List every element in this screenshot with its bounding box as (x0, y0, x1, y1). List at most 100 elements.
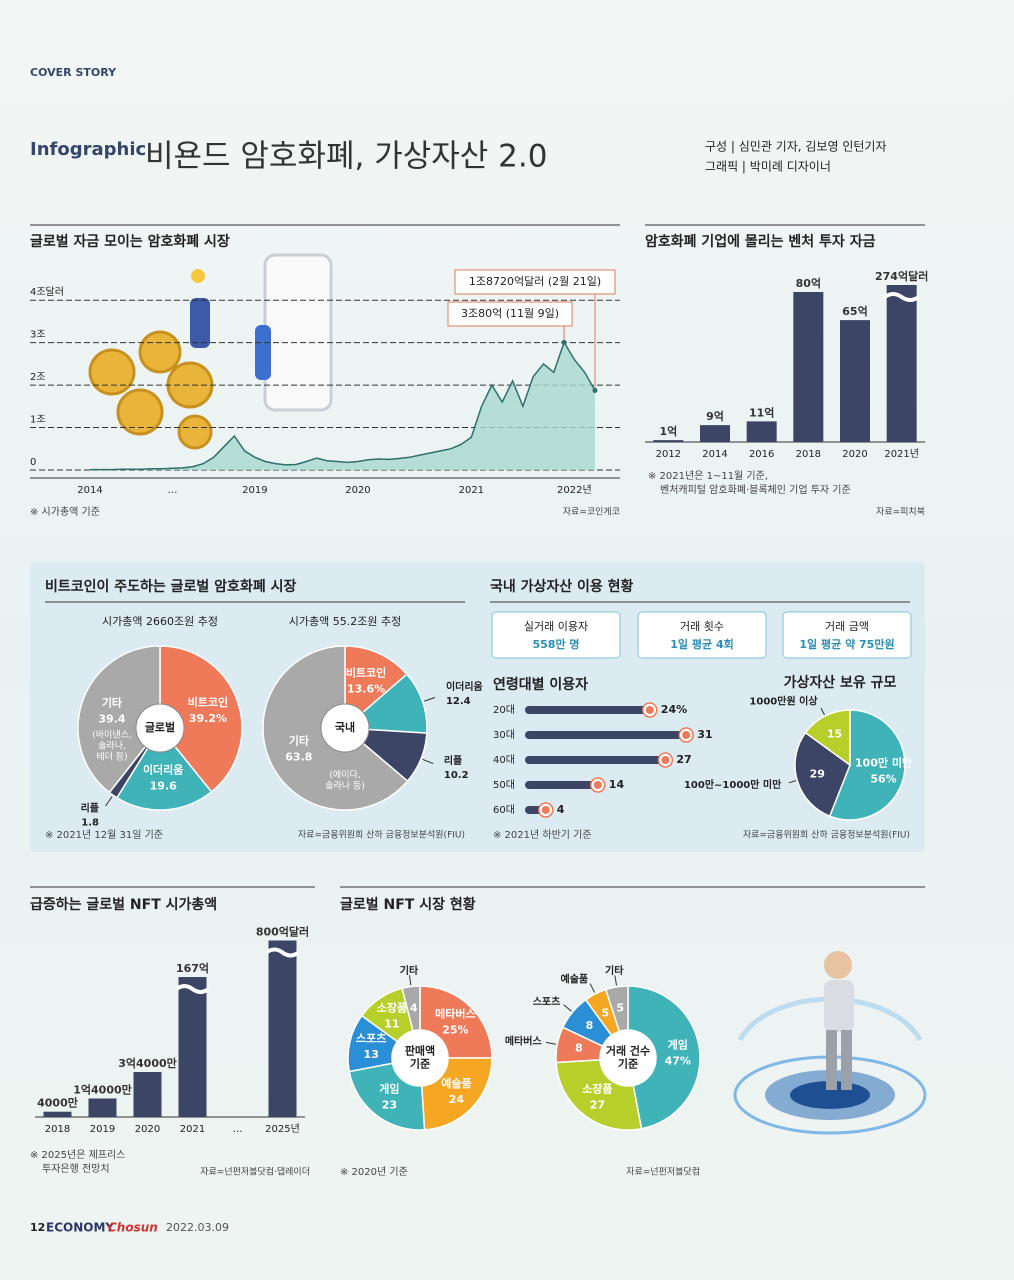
bar-marker-dot (682, 731, 691, 739)
x-tick-label: … (167, 485, 177, 496)
y-tick-label: 30대 (493, 729, 515, 741)
person (255, 325, 271, 380)
value-label: 1억 (659, 425, 677, 438)
annotation: 솔라나 등) (325, 781, 365, 792)
brand: ECONOMY (46, 1221, 114, 1235)
pie-slice (115, 726, 213, 811)
bar (886, 285, 917, 442)
value-label: 4 (557, 803, 565, 816)
bar (525, 706, 650, 714)
axis-break (265, 947, 300, 958)
stat-value: 558만 명 (532, 637, 579, 651)
bar (700, 425, 730, 442)
note: 투자은행 전망치 (42, 1163, 110, 1175)
slice-label: 이더리움 (143, 763, 183, 777)
slice-label: 100만 미만 (855, 755, 912, 769)
bar (178, 977, 207, 1117)
pie-center (135, 703, 185, 753)
note: ※ 2021년 12월 31일 기준 (45, 829, 163, 841)
x-tick-label: 2021 (180, 1124, 205, 1135)
bar (133, 1072, 162, 1117)
x-tick-label: 2014 (77, 485, 102, 496)
value-label: 8 (575, 1042, 583, 1055)
pie-center (392, 1030, 448, 1086)
y-tick-label: 50대 (493, 779, 515, 791)
stat-box: 실거래 이용자 558만 명 (491, 611, 621, 659)
y-tick-label: 0 (30, 457, 36, 468)
chart-title: 비트코인이 주도하는 글로벌 암호화폐 시장 (45, 578, 296, 595)
slice-label: 비트코인 (188, 695, 228, 709)
slice-label: 메타버스 (435, 1007, 475, 1021)
x-tick-label: 2022년 (557, 484, 592, 496)
value-label: 8 (586, 1019, 594, 1032)
note: ※ 2025년은 제프리스 (30, 1149, 125, 1161)
x-tick-label: 2018 (796, 449, 821, 460)
value-label: 1.8 (81, 817, 99, 828)
annotation-point (561, 339, 567, 345)
value-label: 24 (449, 1093, 465, 1106)
brand-accent: Chosun (108, 1221, 158, 1235)
axis-break (175, 984, 210, 995)
slice-label: 기타 (605, 964, 624, 977)
source: 자료=피치북 (876, 506, 925, 518)
source: 자료=코인게코 (563, 507, 620, 518)
slice-label: 예술품 (561, 973, 589, 986)
center-label: 글로벌 (145, 720, 175, 734)
stat-box: 거래 금액 1일 평균 약 75만원 (782, 611, 912, 659)
annotation-point (592, 388, 598, 394)
y-tick-label: 4조달러 (30, 286, 64, 298)
annotation: 테더 등) (96, 752, 127, 763)
leader-line (820, 707, 825, 716)
x-tick-label: 2012 (656, 449, 681, 460)
bar (525, 731, 687, 739)
x-tick-label: … (233, 1124, 243, 1135)
stat-value: 1일 평균 4회 (670, 637, 733, 651)
x-tick-label: 2018 (45, 1124, 70, 1135)
pie-slice (828, 709, 906, 821)
center-label: 기준 (618, 1057, 638, 1071)
x-tick-label: 2021 (459, 485, 484, 496)
leader-line (545, 1041, 556, 1045)
credit: 구성 | 심민관 기자, 김보영 인턴기자 (705, 140, 887, 154)
bar-marker-dot (661, 756, 670, 764)
value-label: 39.2% (189, 712, 227, 725)
x-tick-label: 2014 (702, 449, 727, 460)
slice-label: 소장품 (377, 1001, 407, 1015)
stat-box-frame (491, 611, 621, 659)
leader-line (563, 1004, 572, 1012)
axis-break (883, 292, 920, 302)
value-label: 10.2 (444, 770, 469, 781)
leader-line (409, 975, 412, 986)
bar (746, 421, 777, 442)
leader-line (614, 975, 618, 986)
value-label: 4000만 (37, 1096, 78, 1110)
annotation: 1조8720억달러 (2월 21일) (469, 274, 601, 288)
value-label: 11억 (749, 406, 774, 419)
slice-label: 예술품 (441, 1076, 471, 1090)
value-label: 12.4 (446, 696, 471, 707)
value-label: 23 (382, 1099, 397, 1112)
leader-line (788, 780, 797, 784)
leader-line (105, 796, 113, 807)
pie-slice (344, 645, 408, 730)
section-label: COVER STORY (30, 66, 117, 79)
x-tick-label: 2025년 (265, 1123, 300, 1135)
leader-line (589, 983, 596, 993)
value-label: 13 (364, 1048, 379, 1061)
value-label: 14 (609, 778, 625, 791)
bar (88, 1098, 117, 1117)
pie-center (320, 703, 370, 753)
annotation: 솔라나, (98, 741, 126, 752)
credit: 그래픽 | 박미례 디자이너 (705, 160, 831, 174)
chart-title: 글로벌 NFT 시장 현황 (340, 896, 476, 913)
source: 자료=금융위원회 산하 금융정보분석원(FIU) (743, 830, 910, 841)
bar (525, 756, 666, 764)
value-label: 11 (384, 1018, 399, 1031)
bar-marker-dot (593, 781, 602, 789)
y-tick-label: 40대 (493, 754, 515, 766)
value-label: 63.8 (285, 750, 312, 763)
value-label: 39.4 (98, 712, 125, 725)
center-label: 거래 건수 (606, 1044, 650, 1058)
slice-label: 리플 (444, 754, 462, 767)
annotation: (바이낸스, (92, 730, 132, 741)
